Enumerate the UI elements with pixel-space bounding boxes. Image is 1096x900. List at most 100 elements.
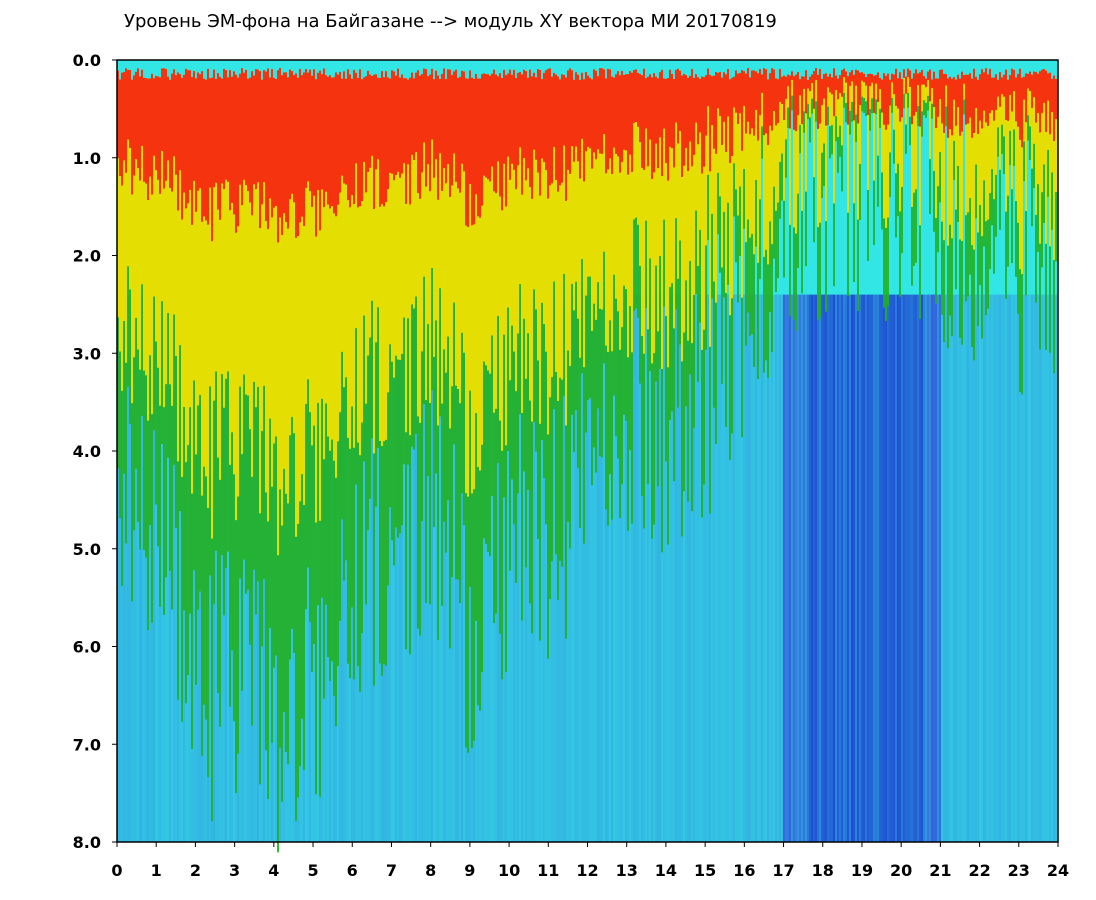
x-tick-label: 9 xyxy=(464,861,475,880)
heatmap-cell xyxy=(413,78,415,309)
heatmap-cell xyxy=(503,69,505,335)
heatmap-cell xyxy=(825,294,827,843)
heatmap-cell xyxy=(463,71,465,353)
heatmap-cell xyxy=(609,69,611,321)
heatmap-cell xyxy=(161,294,163,843)
heatmap-cell xyxy=(201,71,203,222)
heatmap-cell xyxy=(275,79,277,206)
heatmap-cell xyxy=(941,69,943,222)
heatmap-cell xyxy=(879,294,881,843)
heatmap-cell xyxy=(521,74,523,195)
heatmap-cell xyxy=(729,294,731,843)
heatmap-cell xyxy=(353,69,355,204)
heatmap-cell xyxy=(175,75,177,175)
heatmap-cell xyxy=(321,74,323,399)
heatmap-cell xyxy=(355,72,357,329)
heatmap-cell xyxy=(429,74,431,192)
heatmap-cell xyxy=(845,294,847,843)
heatmap-cell xyxy=(1045,294,1047,843)
heatmap-cell xyxy=(875,75,877,84)
heatmap-cell xyxy=(389,78,391,345)
heatmap-cell xyxy=(885,294,887,843)
heatmap-cell xyxy=(149,78,151,356)
heatmap-cell xyxy=(369,294,371,843)
heatmap-cell xyxy=(219,76,221,220)
heatmap-cell xyxy=(1055,79,1057,193)
heatmap-cell xyxy=(229,70,231,465)
heatmap-cell xyxy=(713,294,715,843)
heatmap-cell xyxy=(779,68,781,162)
heatmap-cell xyxy=(909,70,911,117)
heatmap-cell xyxy=(955,294,957,843)
heatmap-cell xyxy=(189,70,191,408)
heatmap-cell xyxy=(475,73,477,195)
heatmap-cell xyxy=(157,294,159,843)
heatmap-cell xyxy=(335,72,337,478)
heatmap-cell xyxy=(1023,76,1025,142)
heatmap-cell xyxy=(415,72,417,153)
heatmap-cell xyxy=(809,294,811,843)
heatmap-cell xyxy=(949,76,951,225)
heatmap-cell xyxy=(143,294,145,843)
heatmap-cell xyxy=(189,70,191,190)
heatmap-cell xyxy=(587,75,589,147)
heatmap-cell xyxy=(841,70,843,146)
heatmap-cell xyxy=(673,294,675,843)
heatmap-cell xyxy=(569,68,571,174)
heatmap-cell xyxy=(919,72,921,127)
heatmap-cell xyxy=(299,69,301,502)
heatmap-cell xyxy=(761,294,763,843)
heatmap-cell xyxy=(443,294,445,843)
heatmap-cell xyxy=(1055,79,1057,120)
heatmap-cell xyxy=(191,77,193,494)
heatmap-cell xyxy=(1009,294,1011,843)
heatmap-cell xyxy=(993,77,995,200)
heatmap-cell xyxy=(731,294,733,843)
heatmap-cell xyxy=(1049,72,1051,247)
heatmap-cell xyxy=(427,294,429,843)
heatmap-cell xyxy=(317,72,319,191)
heatmap-cell xyxy=(679,70,681,241)
heatmap-cell xyxy=(861,72,863,81)
heatmap-cell xyxy=(785,294,787,843)
heatmap-cell xyxy=(239,73,241,387)
heatmap-cell xyxy=(719,71,721,197)
heatmap-cell xyxy=(559,294,561,843)
heatmap-cell xyxy=(915,69,917,190)
x-tick-label: 13 xyxy=(616,861,638,880)
heatmap-cell xyxy=(325,75,327,404)
heatmap-cell xyxy=(585,72,587,152)
heatmap-cell xyxy=(647,76,649,167)
heatmap-cell xyxy=(803,76,805,112)
heatmap-cell xyxy=(1039,71,1041,244)
heatmap-cell xyxy=(325,75,327,192)
heatmap-cell xyxy=(989,68,991,113)
heatmap-cell xyxy=(625,74,627,290)
heatmap-cell xyxy=(707,68,709,107)
heatmap-cell xyxy=(365,76,367,404)
heatmap-cell xyxy=(355,72,357,164)
heatmap-cell xyxy=(537,294,539,843)
heatmap-cell xyxy=(595,70,597,160)
heatmap-cell xyxy=(499,73,501,197)
heatmap-cell xyxy=(957,74,959,108)
x-tick-label: 6 xyxy=(347,861,358,880)
heatmap-cell xyxy=(935,78,937,128)
heatmap-cell xyxy=(811,74,813,99)
heatmap-cell xyxy=(881,294,883,843)
heatmap-cell xyxy=(1051,294,1053,843)
heatmap-cell xyxy=(353,69,355,448)
heatmap-cell xyxy=(605,78,607,174)
heatmap-cell xyxy=(391,70,393,362)
heatmap-cell xyxy=(371,76,373,156)
heatmap-cell xyxy=(967,294,969,843)
heatmap-cell xyxy=(613,77,615,148)
heatmap-cell xyxy=(507,73,509,157)
heatmap-cell xyxy=(597,76,599,283)
heatmap-cell xyxy=(215,294,217,843)
heatmap-cell xyxy=(791,71,793,96)
heatmap-cell xyxy=(577,74,579,319)
heatmap-cell xyxy=(341,294,343,843)
heatmap-cell xyxy=(629,294,631,843)
heatmap-cell xyxy=(411,294,413,843)
